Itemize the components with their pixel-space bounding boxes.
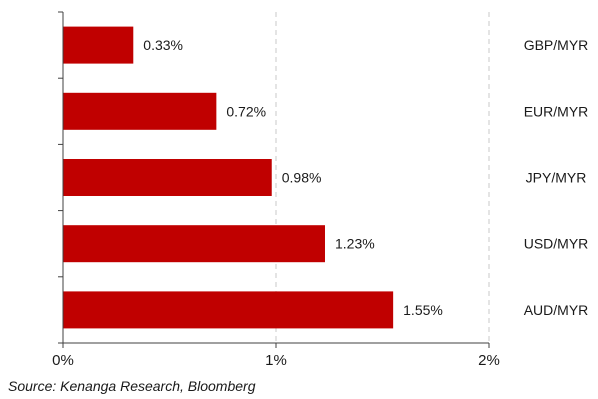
bar [63,159,272,196]
bar [63,225,325,263]
bar [63,26,134,64]
category-label: USD/MYR [524,236,589,252]
x-tick-label: 2% [478,352,500,369]
bar-chart: 0.33% GBP/MYR 0.72% EUR/MYR 0.98% JPY/MYR 1.23… [52,11,588,369]
category-label: GBP/MYR [524,37,589,53]
data-label: 1.23% [335,236,375,252]
bars [63,26,394,329]
labels: 0.33% GBP/MYR 0.72% EUR/MYR 0.98% JPY/MYR 1.23… [52,37,588,369]
x-tick-label: 1% [265,352,287,369]
data-label: 0.33% [143,37,183,53]
axes [58,11,490,348]
gridlines [275,12,490,343]
bar [63,92,217,130]
data-label: 0.72% [226,103,266,119]
category-label: AUD/MYR [524,302,589,318]
data-label: 1.55% [403,302,443,318]
bar [63,291,394,329]
source-note: Source: Kenanga Research, Bloomberg [8,378,256,394]
category-label: JPY/MYR [526,170,587,186]
x-tick-label: 0% [52,352,74,369]
category-label: EUR/MYR [524,103,589,119]
data-label: 0.98% [282,170,322,186]
